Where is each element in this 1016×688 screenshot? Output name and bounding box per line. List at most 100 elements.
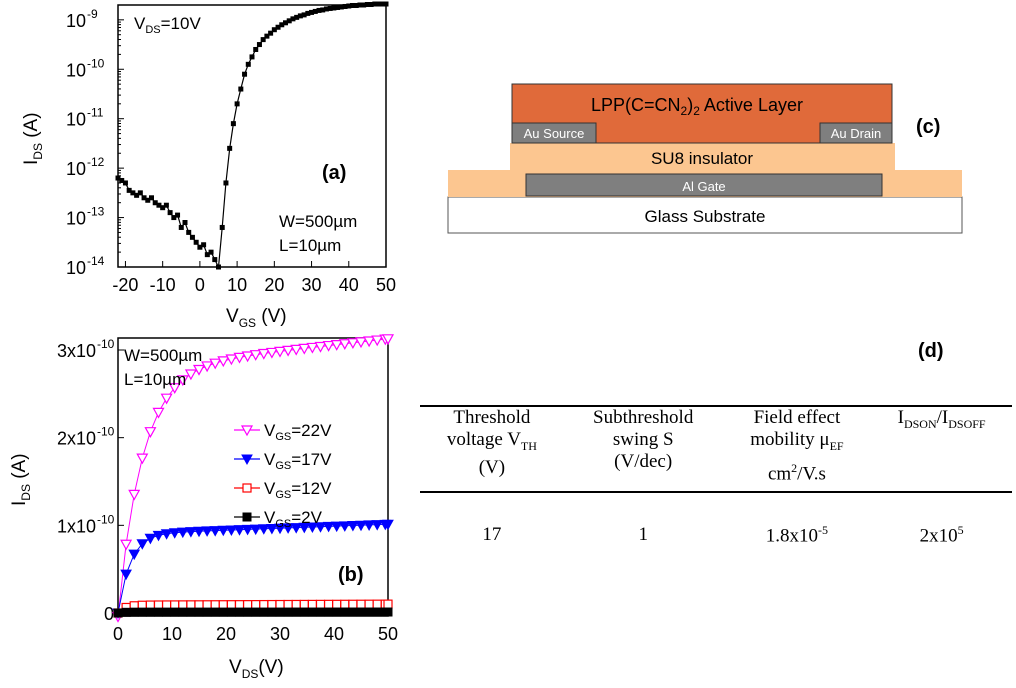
data-point-b: [259, 599, 269, 610]
data-point-b: [306, 342, 319, 354]
y-tick-label-a: 10: [66, 110, 86, 130]
data-point-b: [364, 607, 374, 617]
data-point-b: [266, 523, 278, 535]
header-field-effect-mobility: Field effect mobility μEF cm2/V.s: [722, 404, 872, 494]
header-on-off-ratio: IDSON/IDSOFF: [871, 404, 1012, 494]
data-point-b: [307, 599, 317, 609]
device-parameters-table: Threshold voltage VTH (V) Subthreshold s…: [420, 404, 1012, 547]
data-point-a: [197, 244, 203, 250]
data-point-b: [322, 521, 335, 533]
data-point-b: [371, 335, 384, 347]
data-point-b: [209, 526, 222, 537]
data-point-b: [340, 607, 350, 617]
au-drain-electrode: [819, 122, 893, 144]
data-point-b: [154, 607, 163, 617]
data-point-b: [128, 549, 141, 561]
data-point-b: [186, 607, 196, 617]
data-point-b: [218, 607, 228, 617]
data-point-b: [306, 522, 319, 534]
data-point-a: [178, 224, 184, 230]
legend-label: VGS=2V: [264, 508, 323, 530]
data-point-a: [379, 1, 385, 7]
data-point-a: [361, 2, 367, 8]
data-point-b: [299, 599, 309, 610]
data-point-a: [119, 177, 125, 183]
table-row: 17 1 1.8x10-5 2x105: [420, 492, 1012, 547]
data-point-b: [129, 607, 139, 617]
width-annotation-b: W=500µm: [124, 346, 202, 365]
x-tick-label-b: 20: [216, 624, 236, 644]
data-point-b: [330, 521, 343, 533]
data-point-a: [279, 22, 285, 28]
x-tick-label-a: 40: [339, 275, 359, 295]
x-tick-label-b: 40: [324, 624, 344, 644]
data-point-a: [286, 18, 292, 24]
data-point-b: [240, 425, 254, 437]
data-point-a: [201, 242, 207, 248]
data-point-a: [327, 5, 333, 11]
data-point-a: [122, 180, 128, 186]
data-point-a: [163, 202, 169, 208]
data-point-b: [324, 607, 334, 617]
table-header-row: Threshold voltage VTH (V) Subthreshold s…: [420, 404, 1012, 494]
data-point-b: [322, 340, 335, 352]
data-point-a: [249, 54, 255, 60]
data-point-b: [290, 523, 303, 534]
legend-entry: VGS=17V: [234, 450, 332, 472]
data-point-a: [223, 180, 229, 186]
data-point-b: [371, 520, 384, 531]
data-point-a: [212, 257, 218, 263]
data-point-a: [283, 20, 288, 26]
data-point-b: [184, 369, 197, 381]
data-point-b: [160, 393, 173, 405]
data-point-b: [152, 530, 165, 542]
data-point-b: [242, 483, 252, 493]
data-point-b: [235, 607, 244, 617]
data-point-a: [305, 10, 311, 16]
series-22V: [111, 334, 395, 623]
active-layer-label: LPP(C=CN2)2 Active Layer: [591, 95, 803, 118]
data-point-b: [283, 607, 293, 617]
data-point-b: [282, 345, 295, 357]
legend-entry: VGS=12V: [234, 479, 332, 501]
y-tick-label-a: 10: [66, 209, 86, 229]
data-point-a: [350, 2, 355, 8]
data-point-b: [383, 599, 393, 609]
x-ticks-a: -20 -10 0 10 20 30 40 50: [112, 261, 396, 295]
data-point-b: [363, 520, 375, 531]
x-tick-label-a: -10: [150, 275, 176, 295]
data-point-b: [314, 522, 327, 533]
x-ticks-b: 0 10 20 30 40 50: [113, 610, 398, 644]
x-tick-label-a: 30: [302, 275, 322, 295]
data-point-a: [297, 13, 303, 19]
data-point-b: [176, 375, 189, 387]
y-tick-label-b: 1x10: [57, 516, 96, 536]
legend-label: VGS=17V: [264, 450, 332, 472]
data-point-b: [251, 607, 261, 617]
data-point-a: [130, 190, 136, 196]
data-point-b: [291, 607, 301, 617]
data-point-b: [144, 427, 157, 438]
data-point-b: [346, 338, 359, 350]
data-point-a: [316, 7, 322, 13]
y-tick-label-a: 10: [66, 159, 86, 179]
legend-label: VGS=12V: [264, 479, 332, 501]
vds-annotation: VDS=10V: [134, 14, 201, 36]
panel-label-b: (b): [338, 564, 364, 586]
transfer-curve-points: [115, 1, 389, 270]
width-annotation-a: W=500µm: [279, 212, 357, 231]
data-point-b: [290, 344, 303, 356]
data-point-b: [274, 523, 286, 535]
legend-label: VGS=22V: [264, 421, 332, 443]
y-tick-exponent-a: -9: [87, 7, 98, 21]
data-point-b: [225, 525, 238, 536]
data-point-b: [298, 343, 311, 355]
y-tick-label-b: 2x10: [57, 429, 96, 449]
data-point-b: [364, 599, 374, 609]
series-17V: [112, 519, 394, 620]
data-point-a: [245, 61, 251, 67]
data-point-b: [314, 341, 327, 353]
data-point-a: [268, 30, 274, 36]
data-point-a: [216, 264, 221, 270]
